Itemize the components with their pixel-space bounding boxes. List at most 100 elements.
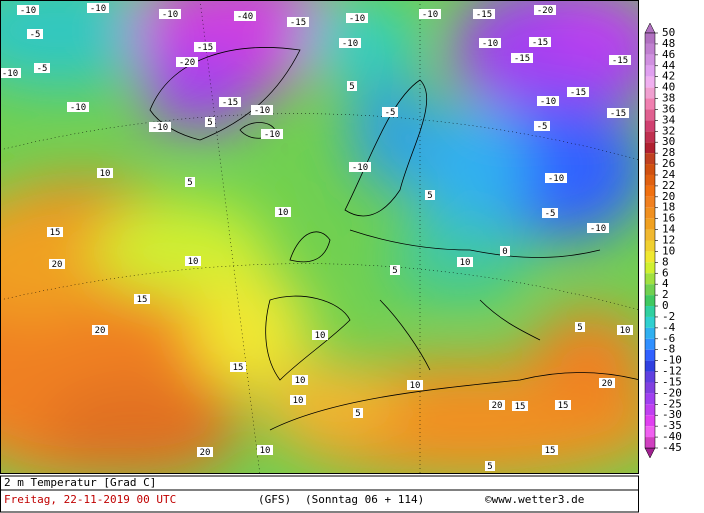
label-box [500,246,510,256]
label-box [287,17,309,27]
temperature-label: 5 [187,178,192,188]
legend-band [645,87,655,99]
label-box [234,11,256,21]
legend-band [645,120,655,132]
temperature-label: -10 [254,106,270,116]
label-box [617,325,633,335]
legend-tick-label: 6 [662,266,669,279]
label-box [219,97,241,107]
label-box [34,63,50,73]
label-box [425,190,435,200]
coastlines [149,47,638,431]
legend-band [645,316,655,328]
label-box [567,87,589,97]
label-box [67,102,89,112]
legend-band [645,196,655,208]
legend-band [645,185,655,197]
label-box [382,107,398,117]
footer-variable: 2 m Temperatur [Grad C] [4,476,156,489]
temperature-label: 10 [315,331,326,341]
label-box [349,162,371,172]
legend-band [645,382,655,394]
legend-band [645,349,655,361]
label-box [49,259,65,269]
temperature-label: -10 [264,130,280,140]
temperature-label: -5 [537,122,548,132]
temperature-label: 20 [200,448,211,458]
legend-tick-label: 16 [662,212,675,225]
label-box [512,401,528,411]
legend-tick-label: 18 [662,201,675,214]
legend-tick-label: 42 [662,70,675,83]
temperature-label: -10 [90,4,106,14]
temperature-label: -15 [514,54,530,64]
label-box [545,173,567,183]
legend-band [645,153,655,165]
label-box [529,37,551,47]
temperature-label: -15 [476,10,492,20]
label-box [489,400,505,410]
temperature-label: -10 [540,97,556,107]
temperature-label: -10 [162,10,178,20]
temperature-label: 5 [349,82,354,92]
temperature-label: 10 [100,169,111,179]
footer-credit: ©www.wetter3.de [485,493,584,506]
label-box [230,362,246,372]
label-box [609,55,631,65]
label-box [194,42,216,52]
legend-band [645,174,655,186]
temperature-label: 15 [558,401,569,411]
label-box [407,380,423,390]
label-box [542,445,558,455]
temperature-label: 15 [137,295,148,305]
legend-tick-label: -2 [662,310,675,323]
temperature-label: -10 [422,10,438,20]
temperature-label: -40 [237,12,253,22]
legend-tick-label: 14 [662,223,676,236]
temperature-label: 20 [52,260,63,270]
legend-band [645,415,655,427]
legend-band [645,218,655,230]
legend-band [645,164,655,175]
label-box [257,445,273,455]
temperature-field: -10 -10-5-10 -5-10-10-20-15-40-15 -10-10-10… [1,1,638,473]
temperature-label: 10 [188,257,199,267]
temperature-label: -15 [197,43,213,53]
temperature-label: -15 [222,98,238,108]
footer-forecast: (Sonntag 06 + 114) [305,493,424,506]
temperature-label: 15 [545,446,556,456]
legend-tick-label: 50 [662,26,675,39]
temperature-label: -10 [349,14,365,24]
footer-model: (GFS) [258,493,291,506]
legend-tick-label: -4 [662,321,676,334]
label-box [353,408,363,418]
legend-tick-label: 34 [662,113,676,126]
legend-frame [644,32,656,449]
legend-band [645,437,655,448]
legend-band [645,327,655,339]
legend-tick-label: 26 [662,157,675,170]
temperature-label: -10 [548,174,564,184]
label-box [390,265,400,275]
label-box [197,447,213,457]
legend-band [645,43,655,55]
legend-tick-label: -6 [662,332,675,345]
label-box [27,29,43,39]
legend-tick-label: -20 [662,386,682,399]
legend-tick-label: 10 [662,244,675,257]
label-box [419,9,441,19]
label-box [205,117,215,127]
legend-tick-label: 20 [662,190,675,203]
legend-band [645,306,655,317]
label-box [534,5,556,15]
legend-band [645,229,655,241]
temperature-label: 10 [260,446,271,456]
temperature-label: 10 [620,326,631,336]
label-box [134,294,150,304]
temperature-label: 5 [207,118,212,128]
temperature-label: -15 [570,88,586,98]
footer-date: Freitag, 22-11-2019 00 UTC [4,493,176,506]
legend-tick-label: 32 [662,124,675,137]
temperature-label: -10 [482,39,498,49]
